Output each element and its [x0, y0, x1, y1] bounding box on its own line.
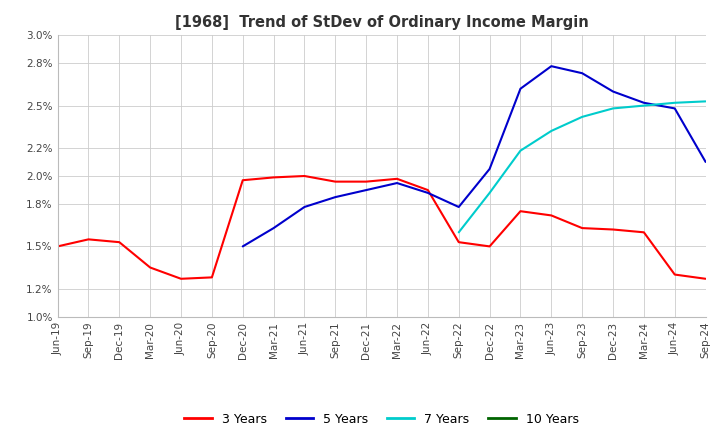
- 3 Years: [578, 225, 587, 231]
- 3 Years: [639, 230, 648, 235]
- 3 Years: [485, 244, 494, 249]
- 5 Years: [670, 106, 679, 111]
- Line: 7 Years: 7 Years: [459, 101, 706, 232]
- 5 Years: [485, 166, 494, 172]
- 3 Years: [454, 239, 463, 245]
- 3 Years: [547, 213, 556, 218]
- 7 Years: [670, 100, 679, 106]
- 7 Years: [516, 148, 525, 153]
- 3 Years: [362, 179, 371, 184]
- 3 Years: [392, 176, 401, 181]
- Legend: 3 Years, 5 Years, 7 Years, 10 Years: 3 Years, 5 Years, 7 Years, 10 Years: [179, 407, 584, 430]
- Line: 3 Years: 3 Years: [58, 176, 706, 279]
- 3 Years: [300, 173, 309, 179]
- 3 Years: [115, 239, 124, 245]
- 3 Years: [701, 276, 710, 282]
- 5 Years: [238, 244, 247, 249]
- 5 Years: [331, 194, 340, 200]
- 7 Years: [485, 190, 494, 195]
- 5 Years: [392, 180, 401, 186]
- 3 Years: [670, 272, 679, 277]
- 7 Years: [578, 114, 587, 120]
- 7 Years: [608, 106, 617, 111]
- 3 Years: [608, 227, 617, 232]
- 3 Years: [516, 209, 525, 214]
- 3 Years: [331, 179, 340, 184]
- 3 Years: [238, 178, 247, 183]
- 5 Years: [269, 225, 278, 231]
- 7 Years: [701, 99, 710, 104]
- 5 Years: [362, 187, 371, 193]
- 5 Years: [701, 159, 710, 165]
- Title: [1968]  Trend of StDev of Ordinary Income Margin: [1968] Trend of StDev of Ordinary Income…: [175, 15, 588, 30]
- 3 Years: [146, 265, 155, 270]
- 5 Years: [516, 86, 525, 92]
- 7 Years: [639, 103, 648, 108]
- 5 Years: [300, 204, 309, 209]
- 3 Years: [207, 275, 216, 280]
- 7 Years: [547, 128, 556, 134]
- 3 Years: [176, 276, 185, 282]
- 7 Years: [454, 230, 463, 235]
- 3 Years: [84, 237, 93, 242]
- 5 Years: [639, 100, 648, 106]
- 5 Years: [454, 204, 463, 209]
- Line: 5 Years: 5 Years: [243, 66, 706, 246]
- 5 Years: [578, 70, 587, 76]
- 5 Years: [608, 89, 617, 94]
- 3 Years: [423, 187, 432, 193]
- 3 Years: [269, 175, 278, 180]
- 5 Years: [423, 190, 432, 195]
- 5 Years: [547, 63, 556, 69]
- 3 Years: [53, 244, 62, 249]
